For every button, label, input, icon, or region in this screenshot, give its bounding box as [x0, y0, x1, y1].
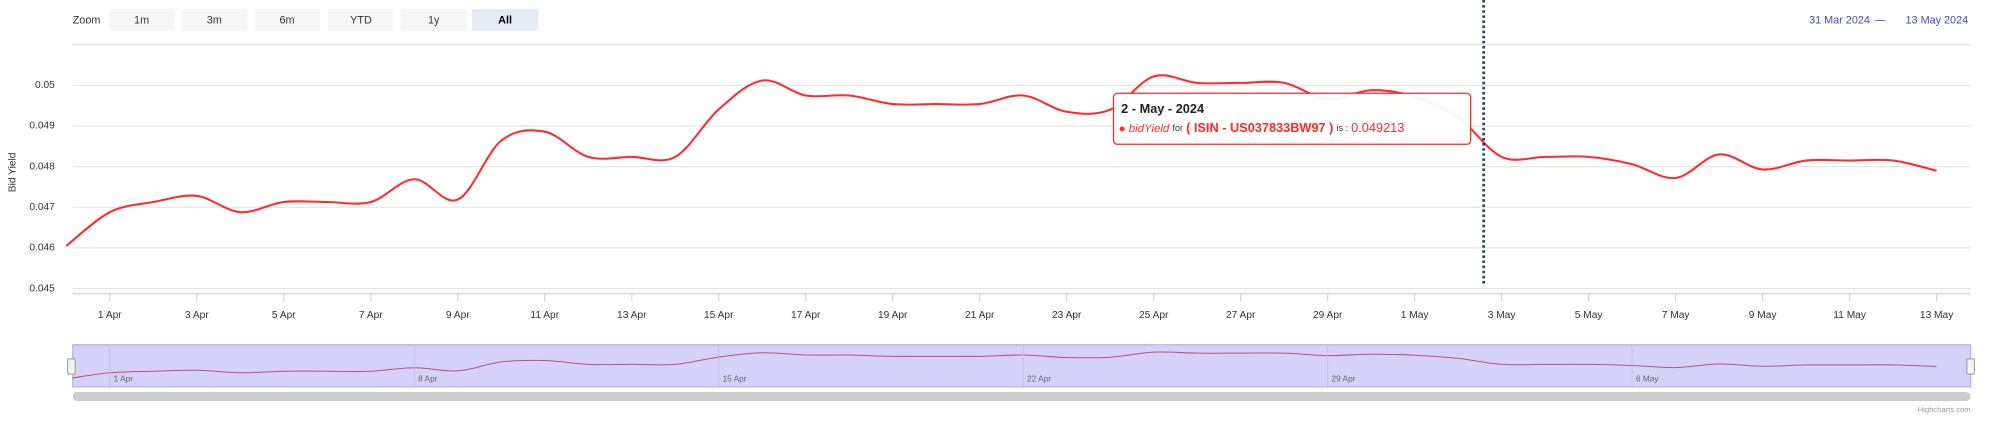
- zoom-button[interactable]: [108, 8, 175, 31]
- navigator-line: [72, 351, 1937, 379]
- x-tick-label: 1 May: [1401, 310, 1430, 321]
- x-tick-label: 21 Apr: [965, 310, 995, 321]
- zoom-button[interactable]: [253, 8, 321, 31]
- navigator-label: 15 Apr: [723, 373, 747, 383]
- x-tick-label: 9 May: [1749, 310, 1778, 321]
- scrollbar[interactable]: [72, 392, 1971, 401]
- range-display: 31 Mar 2024 — 13 May 2024: [1809, 14, 1968, 26]
- zoom-label: Zoom: [73, 14, 101, 26]
- x-tick-label: 5 May: [1575, 310, 1604, 321]
- zoom-button[interactable]: [181, 8, 248, 31]
- y-axis-label: Bid Yield: [7, 152, 18, 192]
- x-tick-label: 9 Apr: [446, 310, 470, 321]
- zoom-button-label: YTD: [350, 14, 372, 26]
- navigator-handle[interactable]: [1966, 358, 1975, 375]
- series-line: [65, 74, 1937, 247]
- navigator-label: 1 Apr: [114, 373, 134, 383]
- x-tick-label: 27 Apr: [1226, 310, 1256, 321]
- credits: Highcharts.com: [1918, 405, 1971, 414]
- tooltip-text: is :: [1337, 123, 1348, 133]
- zoom-button[interactable]: [471, 8, 539, 31]
- x-tick-label: 5 Apr: [272, 310, 296, 321]
- y-tick-label: 0.049: [29, 121, 55, 132]
- navigator-handle[interactable]: [67, 358, 76, 375]
- tooltip-isin: ( ISIN - US037833BW97 ): [1186, 120, 1333, 135]
- zoom-button-label: 3m: [207, 14, 222, 26]
- y-tick-label: 0.046: [29, 243, 55, 254]
- x-tick-label: 11 Apr: [530, 310, 559, 321]
- navigator-label: 8 Apr: [418, 373, 438, 383]
- zoom-button-label: 1m: [134, 14, 149, 26]
- zoom-button-label: All: [498, 14, 512, 26]
- tooltip-series: bidYield: [1129, 123, 1170, 135]
- x-tick-label: 1 Apr: [98, 310, 122, 321]
- x-tick-label: 29 Apr: [1313, 310, 1343, 321]
- y-tick-label: 0.047: [29, 202, 55, 213]
- x-tick-label: 3 May: [1488, 310, 1517, 321]
- y-tick-label: 0.045: [29, 283, 55, 294]
- zoom-button[interactable]: [400, 8, 467, 31]
- tooltip-text: for: [1173, 123, 1183, 133]
- tooltip-value: 0.049213: [1351, 120, 1404, 135]
- x-tick-label: 17 Apr: [791, 310, 821, 321]
- x-tick-label: 13 Apr: [617, 310, 647, 321]
- tooltip-date: 2 - May - 2024: [1121, 101, 1205, 116]
- range-separator: —: [1875, 14, 1886, 26]
- zoom-button-label: 1y: [428, 14, 440, 26]
- y-tick-label: 0.048: [29, 161, 55, 172]
- x-tick-label: 19 Apr: [878, 310, 908, 321]
- navigator-label: 29 Apr: [1332, 373, 1356, 383]
- y-tick-label: 0.05: [35, 80, 55, 91]
- range-to: 13 May 2024: [1906, 14, 1969, 26]
- x-tick-label: 7 May: [1662, 310, 1691, 321]
- navigator-mask[interactable]: [72, 344, 1972, 388]
- navigator-label: 22 Apr: [1027, 373, 1051, 383]
- range-from: 31 Mar 2024: [1809, 14, 1870, 26]
- x-tick-label: 23 Apr: [1052, 310, 1082, 321]
- navigator-label: 6 May: [1636, 373, 1659, 383]
- tooltip-bullet: ●: [1119, 123, 1126, 135]
- x-tick-label: 15 Apr: [704, 310, 734, 321]
- x-tick-label: 7 Apr: [359, 310, 383, 321]
- x-tick-label: 25 Apr: [1139, 310, 1169, 321]
- x-tick-label: 3 Apr: [185, 310, 209, 321]
- tooltip-box: [1112, 92, 1472, 145]
- tooltip-line: ● bidYield for ( ISIN - US037833BW97 ) i…: [1119, 120, 1405, 135]
- zoom-button-label: 6m: [279, 14, 294, 26]
- zoom-button[interactable]: [327, 8, 395, 31]
- x-tick-label: 13 May: [1920, 310, 1954, 321]
- x-tick-label: 11 May: [1833, 310, 1867, 321]
